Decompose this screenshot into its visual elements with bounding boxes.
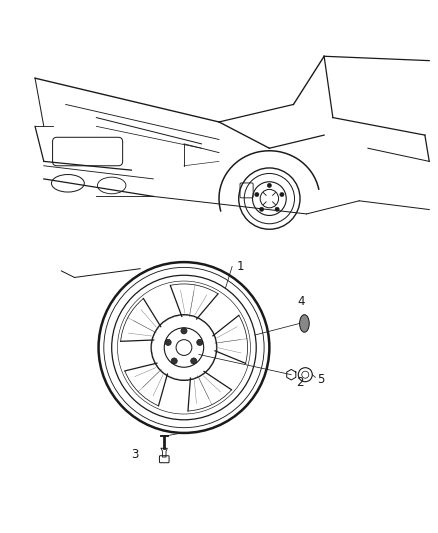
- Circle shape: [254, 192, 259, 197]
- Circle shape: [259, 207, 264, 212]
- Text: 4: 4: [298, 295, 305, 308]
- Circle shape: [275, 207, 279, 212]
- Circle shape: [165, 340, 171, 345]
- Circle shape: [280, 192, 284, 197]
- Circle shape: [171, 358, 177, 364]
- Text: 5: 5: [318, 374, 325, 386]
- Circle shape: [181, 328, 187, 334]
- Ellipse shape: [300, 314, 309, 332]
- Circle shape: [267, 183, 272, 188]
- Text: 3: 3: [131, 448, 139, 462]
- Text: 1: 1: [237, 260, 244, 273]
- Circle shape: [197, 340, 203, 345]
- Text: 2: 2: [297, 376, 304, 389]
- Circle shape: [191, 358, 197, 364]
